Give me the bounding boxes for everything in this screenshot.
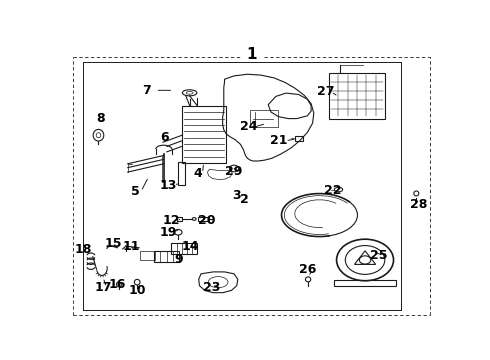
Bar: [250, 110, 278, 127]
Bar: [198, 217, 209, 221]
Bar: [177, 217, 182, 221]
Text: 2: 2: [240, 193, 249, 206]
Text: 25: 25: [370, 249, 388, 262]
Text: 21: 21: [270, 134, 288, 147]
Text: 9: 9: [174, 253, 183, 266]
Text: 20: 20: [198, 214, 216, 227]
Text: 10: 10: [128, 284, 146, 297]
Bar: [334, 280, 396, 286]
Text: 27: 27: [317, 85, 335, 98]
Text: 11: 11: [123, 240, 140, 253]
Text: 14: 14: [182, 240, 199, 253]
Text: 6: 6: [160, 131, 169, 144]
Text: 29: 29: [225, 165, 243, 178]
Text: 19: 19: [160, 226, 177, 239]
Text: 15: 15: [104, 237, 122, 250]
Text: 1: 1: [246, 48, 256, 62]
Text: 8: 8: [96, 112, 105, 125]
Bar: [329, 73, 385, 118]
Text: 12: 12: [163, 213, 180, 226]
Bar: [140, 251, 155, 260]
Text: 18: 18: [74, 243, 92, 256]
Text: 24: 24: [241, 120, 258, 134]
Text: 23: 23: [202, 281, 220, 294]
Text: 13: 13: [160, 179, 177, 192]
Bar: [172, 243, 197, 254]
Text: 17: 17: [94, 281, 112, 294]
Text: 28: 28: [410, 198, 427, 211]
Bar: [154, 251, 179, 262]
Text: 26: 26: [299, 264, 317, 276]
Text: 4: 4: [194, 167, 202, 180]
Bar: [182, 106, 226, 163]
Bar: [295, 136, 303, 141]
Text: 16: 16: [109, 278, 126, 291]
Text: 3: 3: [232, 189, 241, 202]
Text: 5: 5: [130, 185, 139, 198]
Text: 22: 22: [324, 184, 342, 197]
Text: 7: 7: [142, 84, 151, 97]
Bar: [178, 162, 185, 185]
